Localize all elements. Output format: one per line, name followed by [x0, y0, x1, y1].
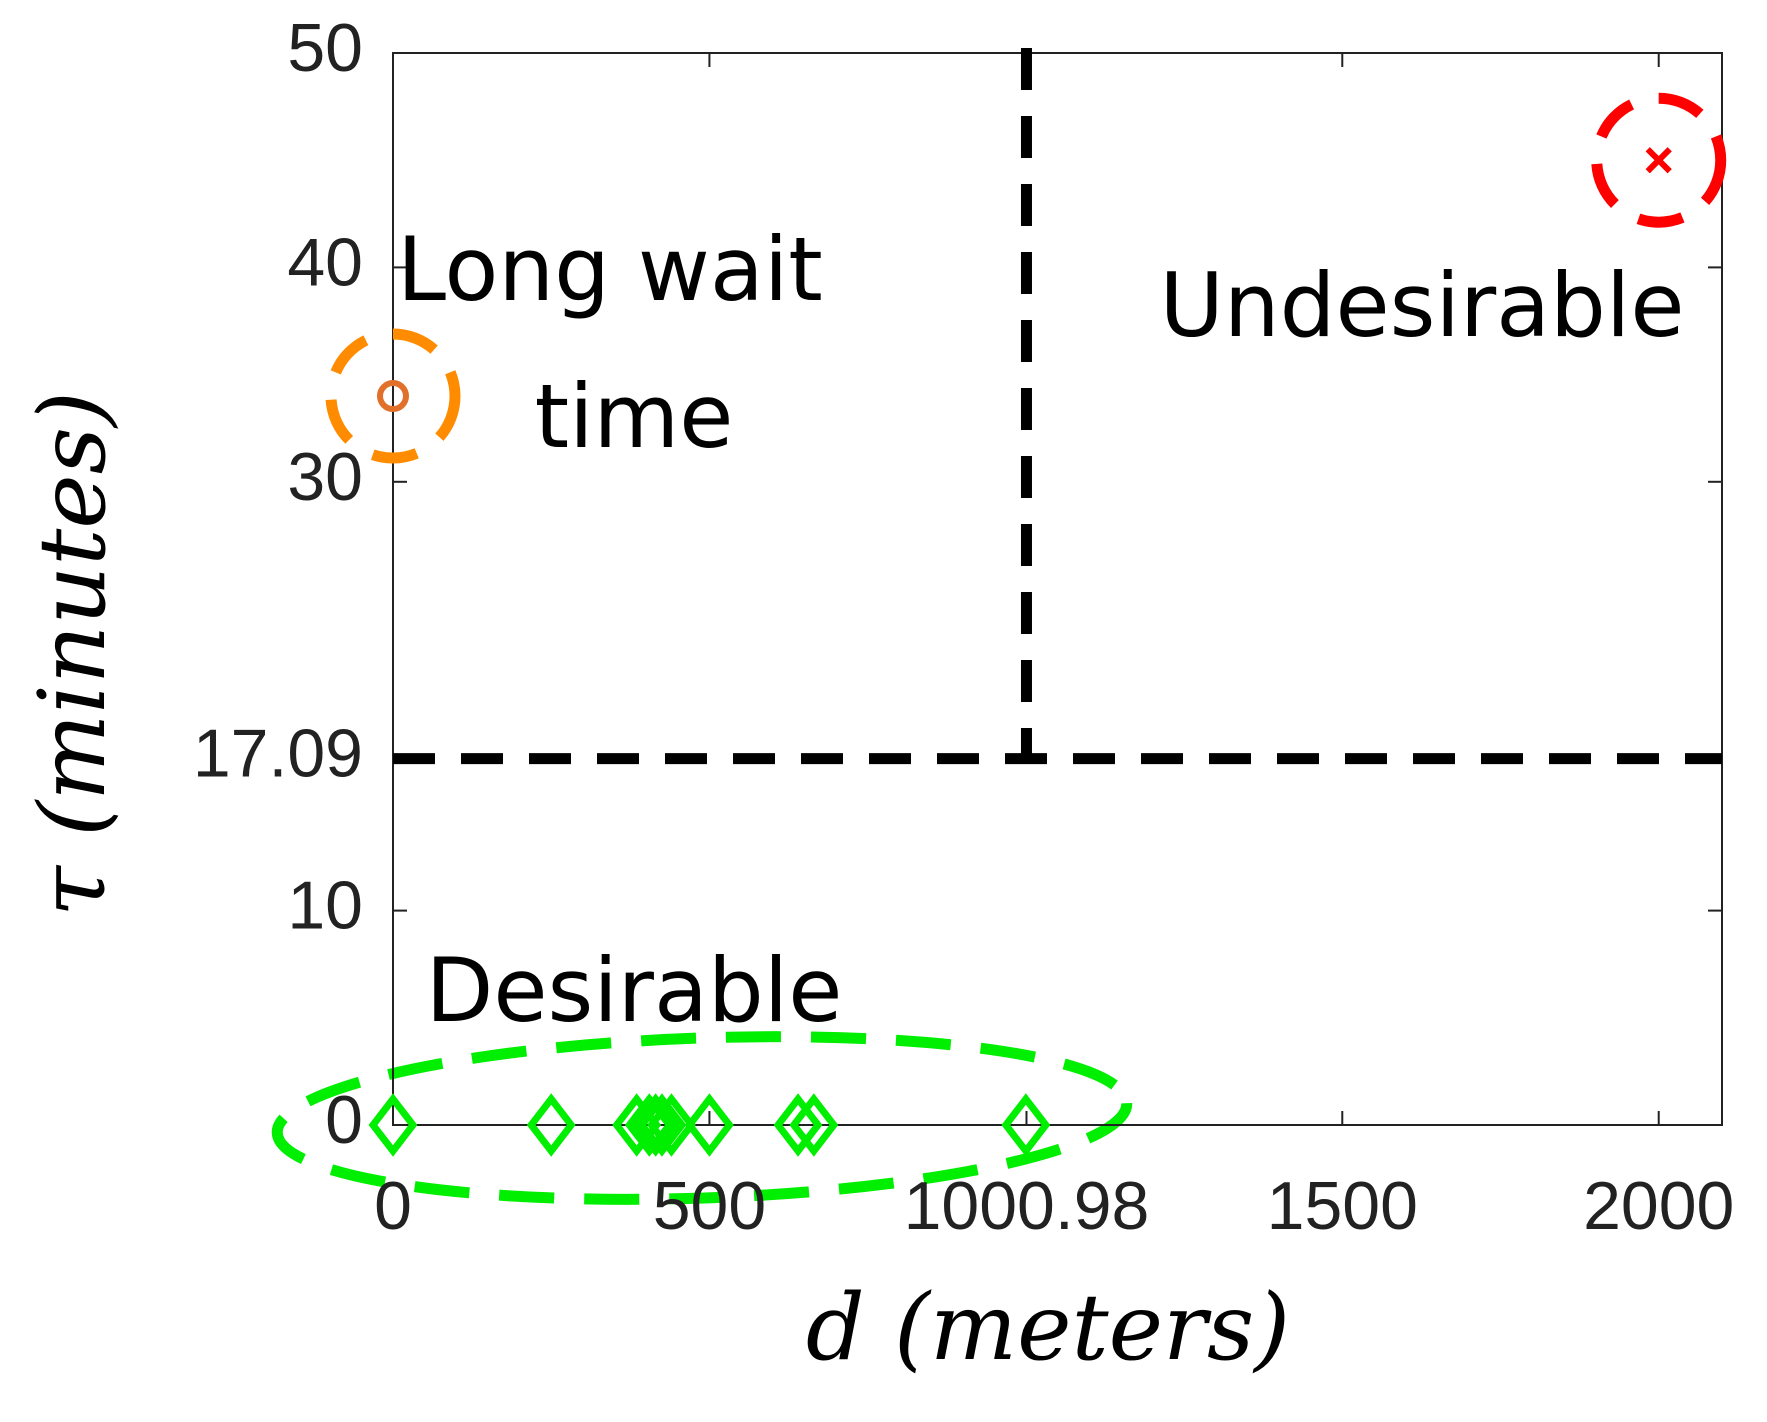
annotation: Desirable	[426, 939, 843, 1042]
x-tick-label: 500	[653, 1168, 766, 1244]
diamond-marker	[1001, 1093, 1051, 1157]
circle-marker	[377, 380, 409, 413]
x-tick-label: 1000.98	[904, 1168, 1150, 1244]
diamond-marker	[624, 1093, 674, 1157]
annotation: Undesirable	[1159, 254, 1684, 357]
highlight-ring	[1591, 92, 1727, 228]
desirable-ellipse	[271, 1031, 1133, 1205]
diamond-marker	[773, 1093, 823, 1157]
y-tick-label: 0	[325, 1082, 363, 1158]
y-axis-label: τ (minutes)	[19, 391, 126, 917]
diamond-marker	[526, 1093, 576, 1157]
highlight-ring	[325, 328, 461, 464]
y-tick-label: 40	[287, 224, 363, 300]
y-tick-label: 10	[287, 868, 363, 944]
annotation: Long wait	[397, 218, 823, 321]
y-tick-label: 50	[287, 10, 363, 86]
diamond-marker	[647, 1093, 696, 1157]
x-axis-label: d (meters)	[806, 1274, 1290, 1381]
x-tick-label: 0	[374, 1168, 412, 1244]
x-tick-label: 1500	[1267, 1168, 1418, 1244]
plot-frame	[392, 52, 1723, 1126]
diamond-marker	[789, 1093, 839, 1157]
diamond-marker	[637, 1093, 687, 1157]
diamond-marker	[368, 1093, 418, 1157]
annotation: time	[535, 365, 734, 468]
diamond-marker	[631, 1093, 681, 1157]
x-tick-label: 2000	[1583, 1168, 1734, 1244]
y-tick-label: 30	[287, 439, 363, 515]
y-tick-label: 17.09	[193, 716, 363, 792]
x-marker	[1645, 147, 1672, 174]
diamond-marker	[685, 1093, 734, 1157]
